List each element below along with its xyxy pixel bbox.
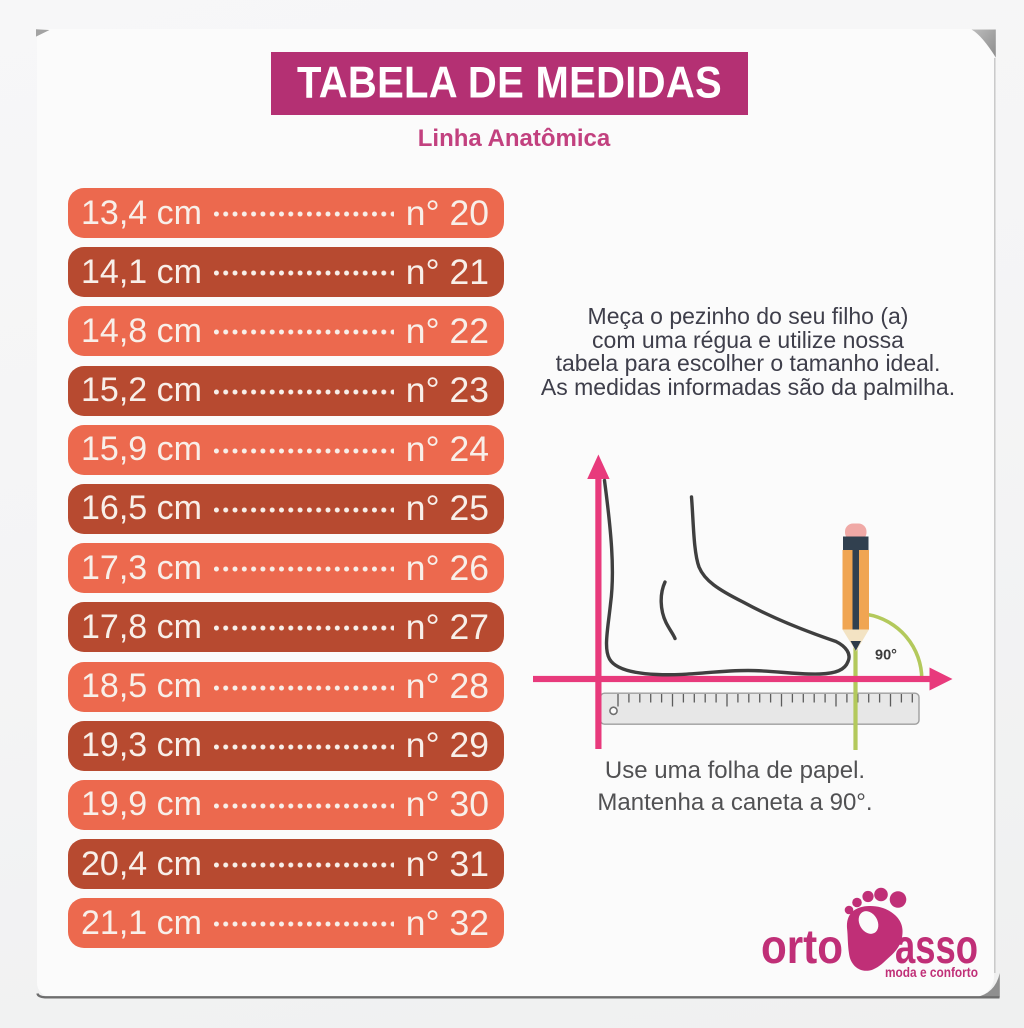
svg-text:orto: orto [761, 921, 843, 974]
svg-text:90°: 90° [875, 648, 897, 664]
svg-text:asso: asso [895, 921, 978, 974]
svg-text:moda e conforto: moda e conforto [885, 965, 978, 980]
